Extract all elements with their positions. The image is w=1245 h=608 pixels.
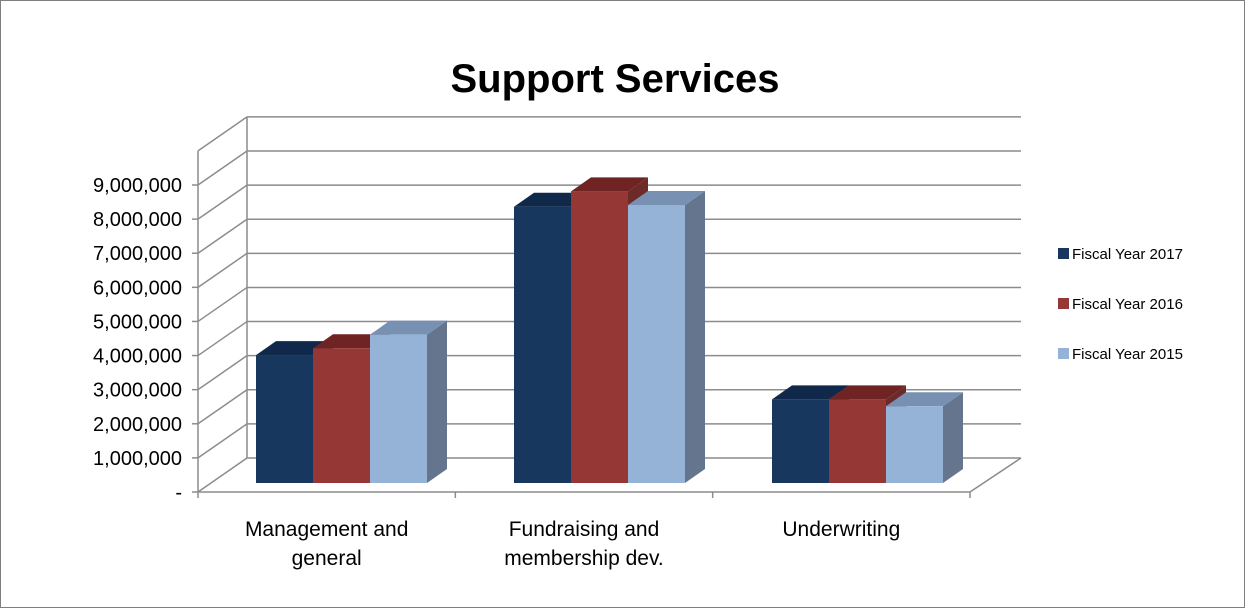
gridline-side <box>197 457 248 493</box>
labels: - 1,000,000 2,000,000 3,000,000 4,000,000 5,0… <box>93 175 900 570</box>
bars <box>256 177 963 483</box>
bar <box>628 190 705 483</box>
axes <box>192 116 1022 498</box>
legend-swatch <box>1058 248 1069 259</box>
legend-label: Fiscal Year 2017 <box>1072 246 1183 263</box>
gridline-side <box>197 252 248 288</box>
bar-front <box>628 204 685 483</box>
bar-front <box>256 355 313 483</box>
y-tick-label: 1,000,000 <box>93 448 182 470</box>
gridline-side <box>197 355 248 391</box>
bar-front <box>829 399 886 483</box>
chart-title: Support Services <box>450 57 779 101</box>
bar-front <box>571 191 628 483</box>
bar-side <box>427 320 447 483</box>
bar-side <box>685 190 705 483</box>
y-tick-label: - <box>175 482 182 504</box>
legend-swatch <box>1058 298 1069 309</box>
floor-edge <box>969 457 1022 493</box>
x-tick-label: Management and general <box>245 518 408 570</box>
bar-front <box>886 406 943 483</box>
y-tick-label: 9,000,000 <box>93 175 182 197</box>
gridline-side <box>197 320 248 357</box>
gridline-side <box>197 389 248 425</box>
bar-top <box>571 177 648 192</box>
y-tick-label: 8,000,000 <box>93 209 182 231</box>
gridline-side <box>197 218 248 254</box>
y-tick-label: 7,000,000 <box>93 243 182 265</box>
gridline-side <box>197 150 248 186</box>
gridline-side <box>197 423 248 459</box>
x-tick-label: Underwriting <box>782 518 900 541</box>
bar-front <box>313 348 370 483</box>
bar-front <box>772 399 829 483</box>
gridline-side <box>197 286 248 323</box>
x-tick-label-line: Management and <box>245 518 408 541</box>
bar-top <box>370 320 447 335</box>
bar-top <box>886 392 963 407</box>
x-tick-label-line: general <box>292 547 362 570</box>
legend-swatch <box>1058 348 1069 359</box>
y-tick-label: 5,000,000 <box>93 311 182 333</box>
legend-label: Fiscal Year 2016 <box>1072 296 1183 313</box>
bar <box>886 392 963 483</box>
legend: Fiscal Year 2017 Fiscal Year 2016 Fiscal Y… <box>1058 246 1183 363</box>
gridline-side <box>197 184 248 220</box>
bar-top <box>772 385 849 400</box>
y-tick-label: 2,000,000 <box>93 414 182 436</box>
y-tick-label: 4,000,000 <box>93 346 182 368</box>
bar-top <box>628 190 705 205</box>
x-tick-label: Fundraising and membership dev. <box>504 518 664 570</box>
bar <box>370 320 447 483</box>
bar-front <box>514 206 571 483</box>
bar-front <box>370 334 427 483</box>
bar-top <box>829 385 906 400</box>
legend-label: Fiscal Year 2015 <box>1072 346 1183 363</box>
y-tick-label: 6,000,000 <box>93 277 182 299</box>
gridline-side <box>197 116 248 152</box>
y-tick-label: 3,000,000 <box>93 380 182 402</box>
bar-side <box>943 392 963 483</box>
x-tick-label-line: membership dev. <box>504 547 664 570</box>
x-tick-label-line: Fundraising and <box>509 518 660 541</box>
x-tick-label-line: Underwriting <box>782 518 900 541</box>
